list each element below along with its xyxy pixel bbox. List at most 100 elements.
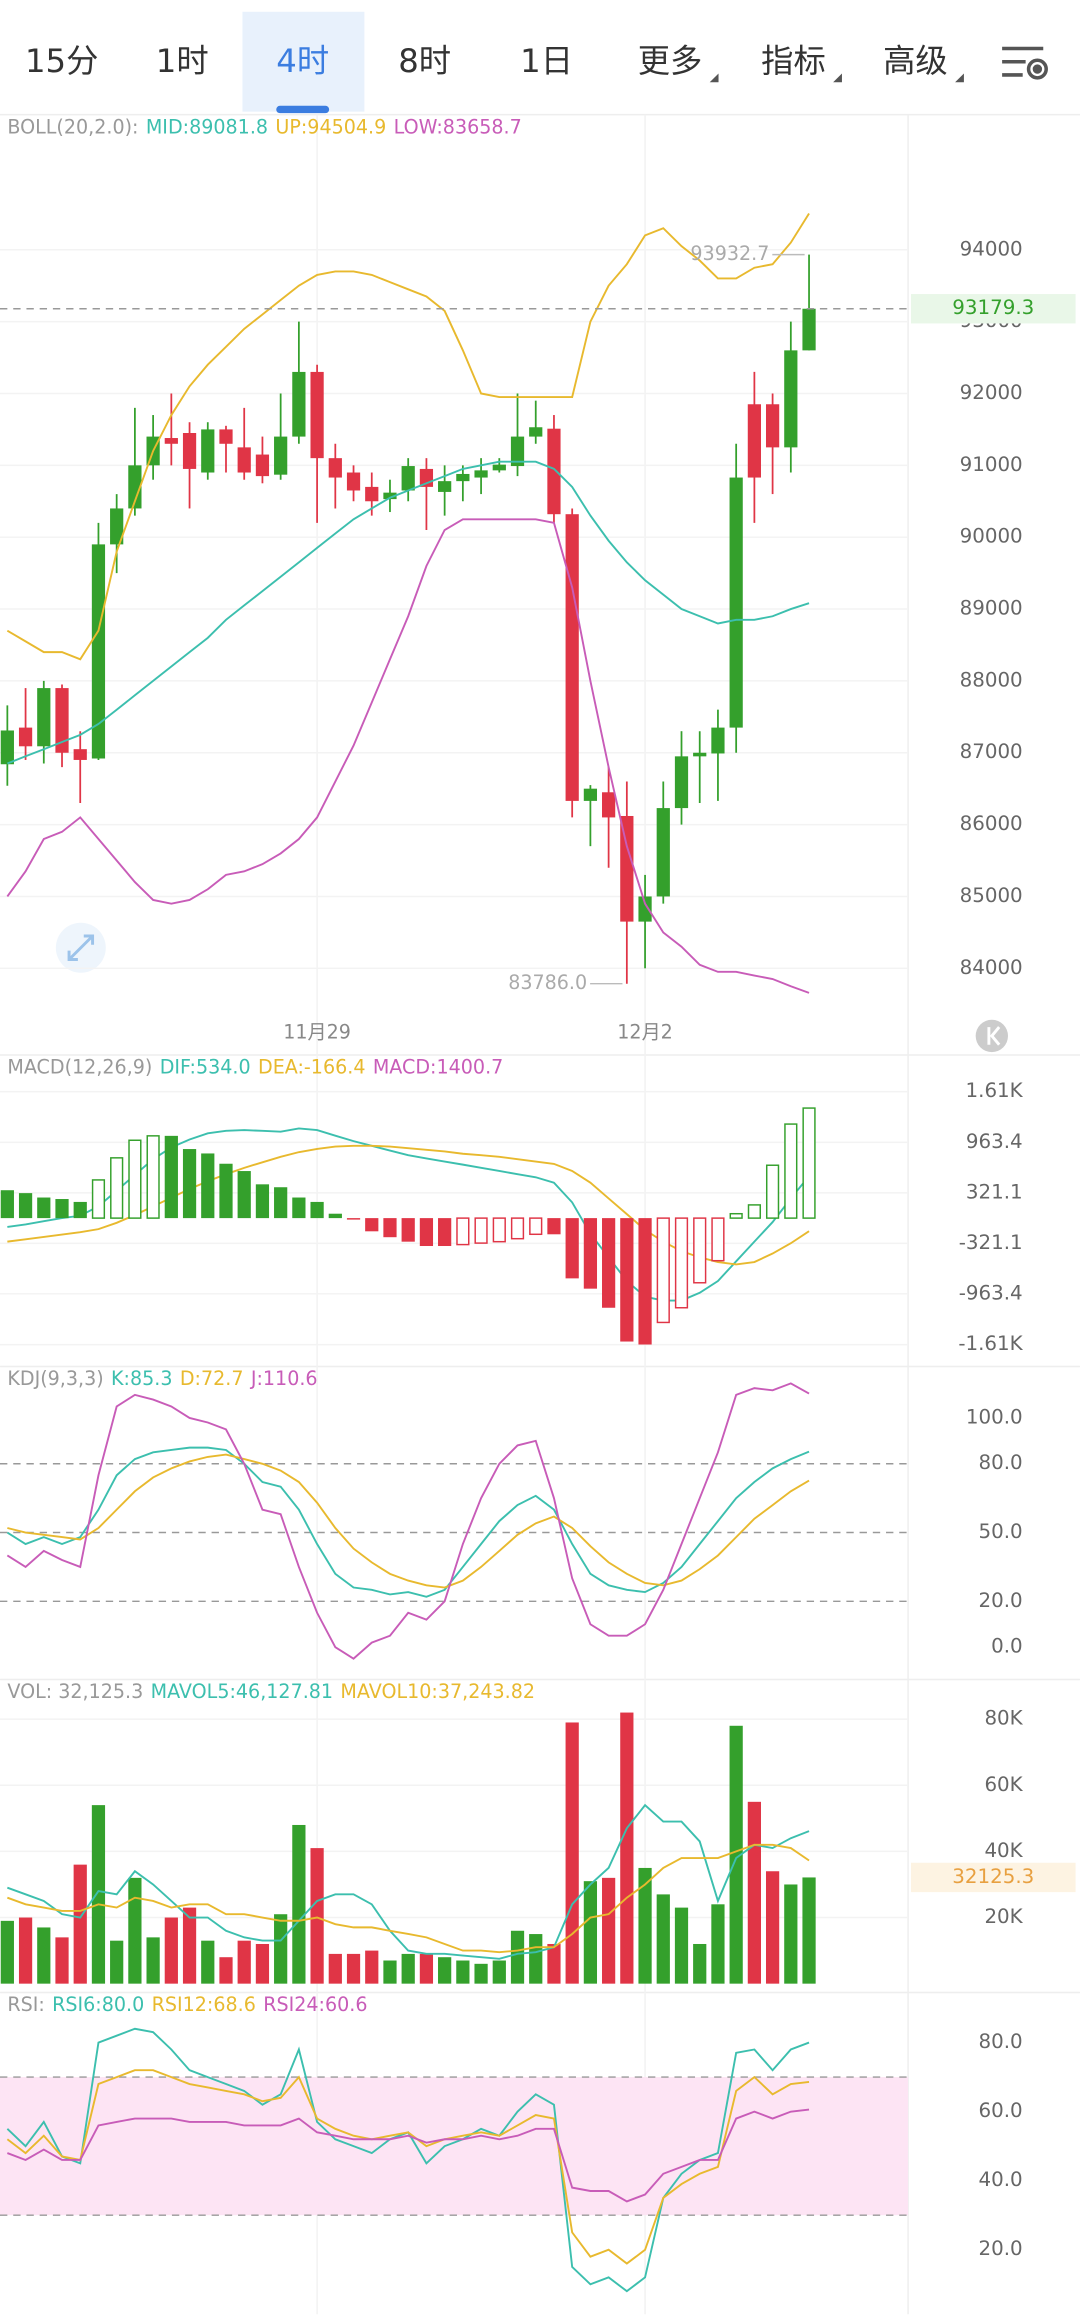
high-label: 93932.7 — [690, 242, 769, 265]
candle-body — [529, 427, 543, 437]
legend-entry: MAVOL5:46,127.81 — [151, 1680, 333, 1703]
tab[interactable]: 1时 — [156, 42, 209, 80]
bar — [729, 1725, 743, 1984]
settings-icon[interactable] — [1002, 46, 1048, 80]
bar — [146, 1937, 160, 1984]
y-tick-label: 963.4 — [966, 1130, 1023, 1153]
candle-body — [711, 727, 725, 754]
y-tick-label: 85000 — [960, 884, 1023, 907]
bar — [310, 1201, 324, 1219]
candle-body — [237, 447, 251, 473]
legend-entry: MAVOL10:37,243.82 — [340, 1680, 535, 1703]
bar — [91, 1179, 106, 1219]
y-tick-label: 90000 — [960, 525, 1023, 548]
candle-body — [638, 896, 652, 922]
bar — [438, 1218, 452, 1247]
candle-body — [128, 465, 142, 509]
candle-body — [219, 429, 233, 444]
y-tick-label: 84000 — [960, 956, 1023, 979]
bar — [802, 1107, 816, 1219]
candle-body — [510, 436, 525, 467]
bar — [510, 1217, 525, 1240]
candle-body — [583, 788, 598, 801]
candle-body — [0, 730, 14, 765]
tab[interactable]: 更多 — [638, 42, 703, 80]
bar — [128, 1139, 142, 1219]
tab-bar: 15分 1时 4时 8时 1日 更多 指标 高级 — [25, 11, 948, 114]
tab[interactable]: 15分 — [25, 42, 98, 80]
candle-body — [201, 429, 215, 473]
bar — [346, 1218, 361, 1220]
candle-body — [747, 404, 761, 478]
bar — [565, 1722, 579, 1984]
legend-entry: DIF:534.0 — [160, 1056, 251, 1079]
y-tick-label: -963.4 — [959, 1281, 1023, 1304]
y-tick-label: 20K — [984, 1905, 1023, 1928]
y-tick-label: 92000 — [960, 381, 1023, 404]
tab[interactable]: 高级 — [883, 42, 948, 80]
legend-entry: LOW:83658.7 — [394, 115, 522, 138]
candle-body — [110, 508, 124, 545]
bar — [37, 1197, 51, 1219]
expand-icon[interactable] — [55, 922, 106, 973]
bar — [401, 1953, 415, 1984]
value-tag-label: 32125.3 — [952, 1865, 1034, 1888]
line-series — [6, 2069, 810, 2265]
dropdown-arrows — [709, 73, 964, 83]
bar — [219, 1163, 233, 1219]
line-series — [6, 1446, 810, 1598]
tab[interactable]: 8时 — [398, 42, 451, 80]
y-tick-label: -321.1 — [959, 1231, 1023, 1254]
bar — [164, 1917, 178, 1984]
price-tag — [911, 294, 1076, 324]
candle-body — [656, 808, 670, 897]
bar — [292, 1197, 306, 1219]
y-tick-label: 80K — [984, 1707, 1023, 1730]
bar — [784, 1123, 798, 1219]
legend-entry: RSI6:80.0 — [52, 1993, 144, 2016]
bar — [620, 1712, 634, 1984]
bar — [383, 1960, 397, 1984]
y-tick-label: 89000 — [960, 597, 1023, 620]
candle-body — [765, 404, 780, 448]
bar — [583, 1881, 598, 1984]
candle-body — [91, 544, 106, 759]
candle-body — [328, 458, 342, 478]
bar — [638, 1867, 652, 1984]
candle-body — [310, 371, 324, 459]
bar — [419, 1218, 434, 1247]
bar — [492, 1217, 506, 1243]
x-tick-label: 12月2 — [617, 1020, 673, 1043]
bar — [182, 1149, 197, 1219]
candle-body — [456, 473, 470, 482]
band — [0, 2077, 909, 2216]
bar — [510, 1930, 525, 1984]
bar — [674, 1217, 689, 1309]
y-tick-label: 87000 — [960, 740, 1023, 763]
bar — [274, 1914, 288, 1984]
tab[interactable]: 4时 — [276, 42, 329, 80]
tab[interactable]: 指标 — [761, 42, 826, 80]
bar — [91, 1805, 106, 1984]
line-series — [6, 212, 810, 661]
tab[interactable]: 1日 — [520, 42, 573, 80]
bar — [547, 1943, 561, 1984]
candle-body — [492, 464, 506, 471]
scroll-latest-button[interactable] — [975, 1019, 1008, 1053]
bar — [274, 1187, 288, 1219]
legend-entry: DEA:-166.4 — [258, 1056, 365, 1079]
legend-title: KDJ(9,3,3) — [7, 1367, 103, 1390]
bar — [255, 1943, 270, 1984]
bar — [237, 1171, 251, 1219]
bar — [401, 1218, 415, 1242]
y-tick-label: 60.0 — [979, 2099, 1023, 2122]
value-tag — [911, 1862, 1076, 1893]
bar — [674, 1907, 689, 1984]
tab-indicator — [276, 105, 330, 114]
bar — [693, 1943, 707, 1984]
legend-entry: MACD:1400.7 — [373, 1056, 503, 1079]
bar — [365, 1218, 379, 1232]
y-tick-label: 40.0 — [979, 2168, 1023, 2191]
bar — [492, 1960, 506, 1984]
